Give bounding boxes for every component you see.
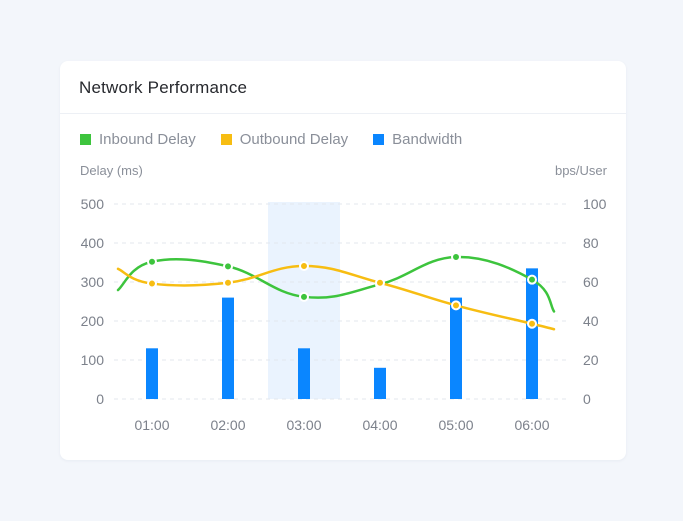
- line-outbound-delay: [116, 264, 556, 331]
- right-axis-title: bps/User: [554, 163, 607, 178]
- legend-label-bandwidth: Bandwidth: [392, 131, 463, 148]
- right-tick-label: 20: [583, 352, 599, 368]
- point-inbound-delay: [451, 252, 461, 263]
- left-axis-title: Delay (ms): [80, 163, 143, 178]
- chart-plot: 0 100 200 300 400 500 0 20 40 60 80 100 01:00 02:00 03…: [81, 196, 607, 433]
- bar-bandwidth: [298, 348, 310, 399]
- left-tick-label: 0: [96, 391, 104, 407]
- left-tick-label: 500: [81, 196, 105, 212]
- point-outbound-delay: [147, 278, 157, 289]
- bar-bandwidth: [146, 348, 158, 399]
- right-tick-label: 100: [583, 196, 607, 212]
- point-outbound-delay: [299, 261, 309, 272]
- point-outbound-delay: [375, 277, 385, 288]
- x-tick-label: 03:00: [286, 417, 321, 433]
- x-tick-label: 04:00: [362, 417, 397, 433]
- legend-label-inbound: Inbound Delay: [99, 131, 196, 148]
- legend-swatch-inbound: [80, 134, 91, 145]
- left-tick-label: 200: [81, 313, 105, 329]
- left-tick-label: 100: [81, 352, 105, 368]
- left-tick-label: 400: [81, 235, 105, 251]
- right-tick-label: 40: [583, 313, 599, 329]
- left-tick-label: 300: [81, 274, 105, 290]
- legend: Inbound Delay Outbound Delay Bandwidth: [80, 131, 487, 148]
- bar-bandwidth: [450, 297, 462, 399]
- right-tick-label: 60: [583, 274, 599, 290]
- right-tick-label: 80: [583, 235, 599, 251]
- point-outbound-delay: [223, 277, 233, 288]
- card-title: Network Performance: [79, 78, 248, 97]
- legend-item-bandwidth[interactable]: Bandwidth: [373, 131, 462, 148]
- bar-bandwidth: [222, 297, 234, 399]
- x-tick-label: 01:00: [134, 417, 169, 433]
- point-inbound-delay: [299, 291, 309, 302]
- point-outbound-delay: [527, 318, 537, 329]
- point-outbound-delay: [451, 300, 461, 311]
- bar-bandwidth: [526, 268, 538, 399]
- point-inbound-delay: [147, 256, 157, 267]
- legend-label-outbound: Outbound Delay: [239, 131, 349, 148]
- card-header: Network Performance: [60, 61, 626, 114]
- x-tick-label: 05:00: [438, 417, 473, 433]
- chart-card: Network Performance Inbound Delay Outbou…: [60, 61, 626, 460]
- legend-item-outbound[interactable]: Outbound Delay: [220, 131, 349, 148]
- bar-bandwidth: [374, 367, 386, 399]
- legend-swatch-bandwidth: [373, 134, 385, 145]
- x-tick-label: 06:00: [514, 417, 549, 433]
- legend-item-inbound[interactable]: Inbound Delay: [80, 131, 196, 148]
- point-inbound-delay: [223, 261, 233, 272]
- point-inbound-delay: [527, 274, 537, 285]
- line-inbound-delay: [116, 255, 556, 313]
- x-tick-label: 02:00: [210, 417, 245, 433]
- legend-swatch-outbound: [220, 134, 232, 145]
- right-tick-label: 0: [583, 391, 591, 407]
